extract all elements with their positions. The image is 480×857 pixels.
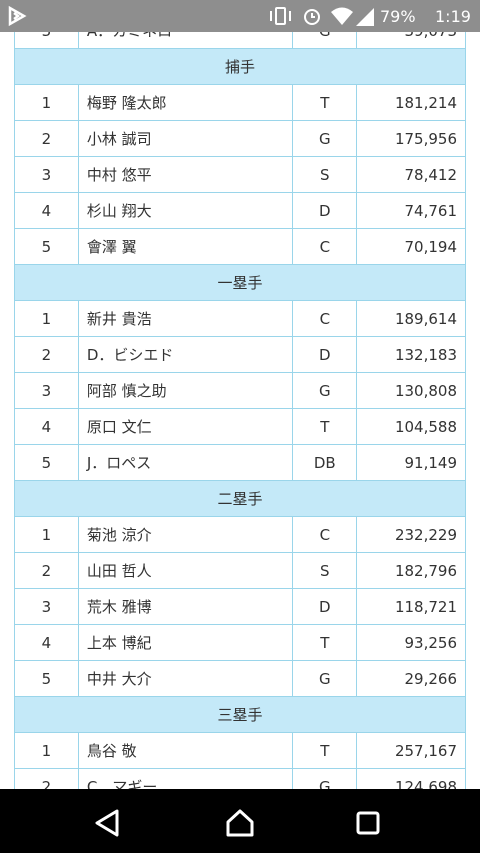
player-name: 菊池 涼介 (79, 517, 294, 552)
table-row: 5 會澤 翼 C 70,194 (14, 229, 466, 265)
team: C (293, 517, 358, 552)
player-name: 阿部 慎之助 (79, 373, 294, 408)
table-row: 5 中井 大介 G 29,266 (14, 661, 466, 697)
rank: 4 (15, 193, 79, 228)
player-name: 中井 大介 (79, 661, 294, 696)
team: S (293, 157, 358, 192)
table-row: 1 鳥谷 敬 T 257,167 (14, 733, 466, 769)
table-row: 2 D．ビシエド D 132,183 (14, 337, 466, 373)
rank: 2 (15, 121, 79, 156)
rank: 3 (15, 157, 79, 192)
player-name: 中村 悠平 (79, 157, 294, 192)
table-row: 4 上本 博紀 T 93,256 (14, 625, 466, 661)
table-row: 1 菊池 涼介 C 232,229 (14, 517, 466, 553)
votes: 132,183 (357, 337, 466, 372)
rank: 3 (15, 373, 79, 408)
votes: 118,721 (357, 589, 466, 624)
votes: 78,412 (357, 157, 466, 192)
position-header: 二塁手 (14, 481, 466, 517)
player-name: 杉山 翔大 (79, 193, 294, 228)
votes: 181,214 (357, 85, 466, 120)
rank: 1 (15, 733, 79, 768)
table-row: 5 J．ロペス DB 91,149 (14, 445, 466, 481)
player-name: 鳥谷 敬 (79, 733, 294, 768)
status-bar: 79% 1:19 (0, 0, 480, 32)
team: C (293, 301, 358, 336)
rank: 5 (15, 661, 79, 696)
player-name: 原口 文仁 (79, 409, 294, 444)
team: T (293, 409, 358, 444)
rank: 5 (15, 229, 79, 264)
team: D (293, 337, 358, 372)
team: G (293, 769, 358, 804)
team: D (293, 589, 358, 624)
player-name: J．ロペス (79, 445, 294, 480)
table-row: 4 杉山 翔大 D 74,761 (14, 193, 466, 229)
recents-button[interactable] (356, 811, 380, 835)
table-row: 3 荒木 雅博 D 118,721 (14, 589, 466, 625)
votes: 232,229 (357, 517, 466, 552)
table-row: 3 阿部 慎之助 G 130,808 (14, 373, 466, 409)
table-row: 2 山田 哲人 S 182,796 (14, 553, 466, 589)
back-button[interactable] (95, 809, 119, 837)
team: S (293, 553, 358, 588)
battery: 79% (380, 7, 416, 26)
votes: 104,588 (357, 409, 466, 444)
player-name: D．ビシエド (79, 337, 294, 372)
table-row: 1 梅野 隆太郎 T 181,214 (14, 85, 466, 121)
player-name: 會澤 翼 (79, 229, 294, 264)
position-header: 一塁手 (14, 265, 466, 301)
team: DB (293, 445, 358, 480)
table-row: 3 中村 悠平 S 78,412 (14, 157, 466, 193)
team: G (293, 661, 358, 696)
team: T (293, 85, 358, 120)
votes: 130,808 (357, 373, 466, 408)
votes: 74,761 (357, 193, 466, 228)
player-name: 梅野 隆太郎 (79, 85, 294, 120)
votes: 189,614 (357, 301, 466, 336)
table-row: 2 小林 誠司 G 175,956 (14, 121, 466, 157)
team: C (293, 229, 358, 264)
nav-bar (0, 789, 480, 853)
votes: 257,167 (357, 733, 466, 768)
player-name: 小林 誠司 (79, 121, 294, 156)
votes: 175,956 (357, 121, 466, 156)
rank: 1 (15, 85, 79, 120)
rank: 1 (15, 301, 79, 336)
votes: 182,796 (357, 553, 466, 588)
player-name: 新井 貴浩 (79, 301, 294, 336)
table-row: 4 原口 文仁 T 104,588 (14, 409, 466, 445)
team: D (293, 193, 358, 228)
rank: 2 (15, 769, 79, 804)
team: G (293, 121, 358, 156)
rank: 2 (15, 337, 79, 372)
nav-icons (95, 809, 380, 837)
rank: 5 (15, 445, 79, 480)
team: G (293, 373, 358, 408)
rank: 4 (15, 625, 79, 660)
position-header: 三塁手 (14, 697, 466, 733)
votes: 93,256 (357, 625, 466, 660)
player-name: 荒木 雅博 (79, 589, 294, 624)
table-row: 1 新井 貴浩 C 189,614 (14, 301, 466, 337)
clock: 1:19 (435, 7, 471, 26)
rank: 4 (15, 409, 79, 444)
rank: 1 (15, 517, 79, 552)
status-icons (8, 5, 374, 27)
team: T (293, 733, 358, 768)
votes: 29,266 (357, 661, 466, 696)
rank: 2 (15, 553, 79, 588)
team: T (293, 625, 358, 660)
position-header: 捕手 (14, 49, 466, 85)
player-name: 山田 哲人 (79, 553, 294, 588)
rank: 3 (15, 589, 79, 624)
player-name: 上本 博紀 (79, 625, 294, 660)
votes: 70,194 (357, 229, 466, 264)
home-button[interactable] (226, 809, 254, 837)
votes: 91,149 (357, 445, 466, 480)
